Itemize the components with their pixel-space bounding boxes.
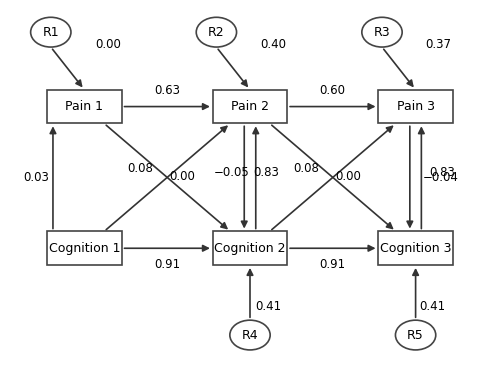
FancyBboxPatch shape <box>47 90 122 123</box>
Circle shape <box>196 17 236 47</box>
Circle shape <box>396 320 436 350</box>
Circle shape <box>230 320 270 350</box>
Text: Cognition 1: Cognition 1 <box>48 242 120 255</box>
Text: 0.37: 0.37 <box>426 38 452 51</box>
Text: 0.08: 0.08 <box>128 162 154 175</box>
Text: Cognition 3: Cognition 3 <box>380 242 452 255</box>
FancyBboxPatch shape <box>213 90 287 123</box>
Text: Pain 3: Pain 3 <box>396 100 434 113</box>
Text: 0.03: 0.03 <box>24 171 50 184</box>
Text: −0.05: −0.05 <box>214 166 250 179</box>
FancyBboxPatch shape <box>47 231 122 265</box>
Text: R4: R4 <box>242 328 258 342</box>
Text: Cognition 2: Cognition 2 <box>214 242 286 255</box>
Text: 0.00: 0.00 <box>336 170 361 183</box>
Text: 0.41: 0.41 <box>420 300 446 313</box>
Text: 0.60: 0.60 <box>320 84 345 97</box>
Text: −0.04: −0.04 <box>423 171 459 184</box>
Text: 0.40: 0.40 <box>260 38 286 51</box>
FancyBboxPatch shape <box>378 90 453 123</box>
FancyBboxPatch shape <box>213 231 287 265</box>
Circle shape <box>362 17 402 47</box>
Text: R1: R1 <box>42 26 59 39</box>
Text: R2: R2 <box>208 26 224 39</box>
FancyBboxPatch shape <box>378 231 453 265</box>
Text: 0.00: 0.00 <box>96 38 122 51</box>
Text: 0.41: 0.41 <box>255 300 281 313</box>
Text: R3: R3 <box>374 26 390 39</box>
Text: 0.91: 0.91 <box>320 258 345 271</box>
Circle shape <box>30 17 71 47</box>
Text: Pain 2: Pain 2 <box>231 100 269 113</box>
Text: 0.63: 0.63 <box>154 84 180 97</box>
Text: 0.91: 0.91 <box>154 258 180 271</box>
Text: R5: R5 <box>407 328 424 342</box>
Text: 0.83: 0.83 <box>429 166 455 179</box>
Text: 0.83: 0.83 <box>253 166 279 179</box>
Text: Pain 1: Pain 1 <box>66 100 104 113</box>
Text: 0.08: 0.08 <box>294 162 320 175</box>
Text: 0.00: 0.00 <box>169 170 195 183</box>
